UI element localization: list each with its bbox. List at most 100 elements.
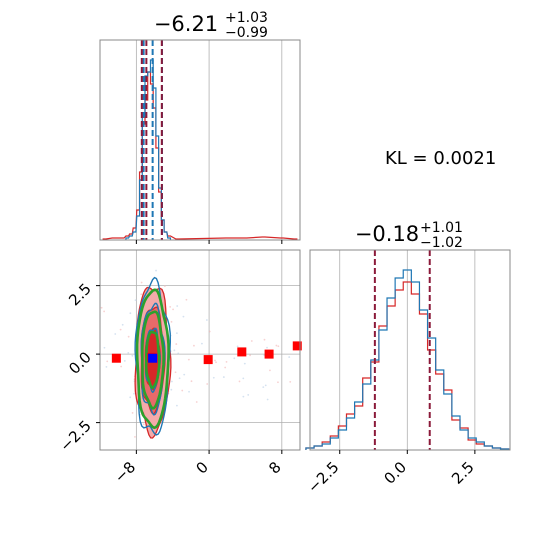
marginal-panel-param2: −2.5 0.0 2.5 (304, 249, 511, 497)
scatter-point (222, 376, 225, 378)
scatter-point (129, 312, 132, 315)
param1-frame (99, 39, 301, 241)
scatter-point (103, 346, 106, 349)
scatter-point (288, 356, 291, 358)
scatter-point (121, 323, 124, 326)
scatter-point (119, 328, 122, 331)
scatter-point (120, 365, 123, 368)
kl-annotation: KL = 0.0021 (385, 148, 496, 169)
scatter-point (289, 380, 292, 383)
param1-title: −6.21 (154, 12, 218, 36)
scatter-point (269, 369, 271, 372)
scatter-point (134, 299, 137, 302)
red-marker (292, 341, 302, 351)
scatter-point (275, 344, 278, 347)
red-marker (237, 347, 247, 357)
scatter-point (195, 401, 198, 403)
param2-hist-blue (305, 269, 510, 450)
param1-title-sup: +1.03 (225, 10, 268, 26)
param1-hist-red (102, 71, 298, 240)
scatter-point (178, 377, 181, 380)
param1-title-sub: −0.99 (225, 25, 268, 41)
param2-title-sup: +1.01 (420, 220, 463, 236)
green-contour (144, 330, 161, 390)
scatter-point (193, 344, 195, 347)
scatter-point (100, 306, 103, 309)
scatter-point (266, 346, 268, 349)
scatter-point (170, 388, 173, 391)
blue-marker (148, 353, 158, 363)
scatter-point (103, 310, 106, 313)
scatter-point (181, 389, 184, 392)
scatter-point (277, 345, 280, 348)
param2-tick-label: −2.5 (304, 458, 342, 496)
joint-frame (99, 249, 301, 451)
scatter-point (105, 365, 108, 368)
scatter-point (114, 333, 117, 335)
param2-title-main: −0.18 (355, 222, 419, 246)
scatter-point (140, 293, 143, 296)
scatter-point (250, 340, 253, 342)
joint-xtick-label: 0 (192, 458, 211, 477)
scatter-point (170, 380, 173, 383)
scatter-point (206, 383, 209, 385)
scatter-point (140, 281, 143, 284)
scatter-point (215, 361, 217, 364)
scatter-point (127, 335, 130, 338)
joint-xtick-label: 8 (265, 458, 284, 477)
scatter-point (185, 298, 188, 301)
scatter-point (263, 338, 266, 341)
scatter-point (242, 395, 245, 398)
scatter-point (208, 330, 211, 333)
scatter-point (172, 308, 174, 311)
scatter-point (173, 349, 176, 352)
scatter-point (264, 384, 267, 387)
scatter-point (201, 342, 203, 345)
scatter-point (175, 332, 178, 335)
scatter-point (134, 435, 136, 438)
scatter-point (142, 423, 145, 426)
joint-ytick-label: −2.5 (56, 417, 94, 455)
scatter-point (205, 319, 208, 321)
scatter-point (182, 315, 185, 318)
scatter-point (262, 386, 265, 389)
scatter-point (133, 392, 135, 395)
param2-tick-label: 0.0 (381, 458, 411, 488)
scatter-point (131, 354, 134, 357)
param1-hist-blue (125, 59, 172, 240)
red-marker (203, 355, 213, 365)
scatter-point (174, 371, 177, 374)
green-contour (141, 310, 165, 410)
joint-panel: −8 0 8 −2.5 0.0 2.5 (56, 249, 302, 486)
param2-frame (309, 249, 511, 451)
scatter-point (106, 360, 109, 363)
scatter-point (266, 398, 269, 401)
scatter-point (238, 380, 241, 383)
scatter-point (187, 358, 190, 361)
param2-title-sub: −1.02 (420, 235, 463, 251)
scatter-point (233, 357, 236, 360)
param2-tick-label: 2.5 (448, 458, 478, 488)
scatter-point (247, 394, 250, 396)
scatter-point (277, 381, 279, 384)
green-contour (135, 288, 170, 430)
scatter-point (212, 376, 215, 379)
scatter-point (224, 366, 227, 369)
scatter-point (175, 343, 178, 345)
scatter-point (169, 306, 172, 308)
scatter-point (131, 412, 134, 414)
scatter-point (225, 360, 228, 363)
joint-ytick-label: 2.5 (65, 280, 95, 310)
scatter-point (176, 404, 178, 407)
scatter-point (163, 285, 166, 287)
red-marker (111, 353, 121, 363)
red-marker (264, 349, 274, 359)
scatter-point (190, 380, 193, 383)
scatter-point (170, 320, 173, 323)
scatter-point (236, 345, 239, 348)
scatter-point (249, 354, 252, 357)
scatter-point (127, 351, 130, 354)
joint-xtick-label: −8 (111, 458, 139, 486)
joint-ytick-label: 0.0 (65, 348, 95, 378)
